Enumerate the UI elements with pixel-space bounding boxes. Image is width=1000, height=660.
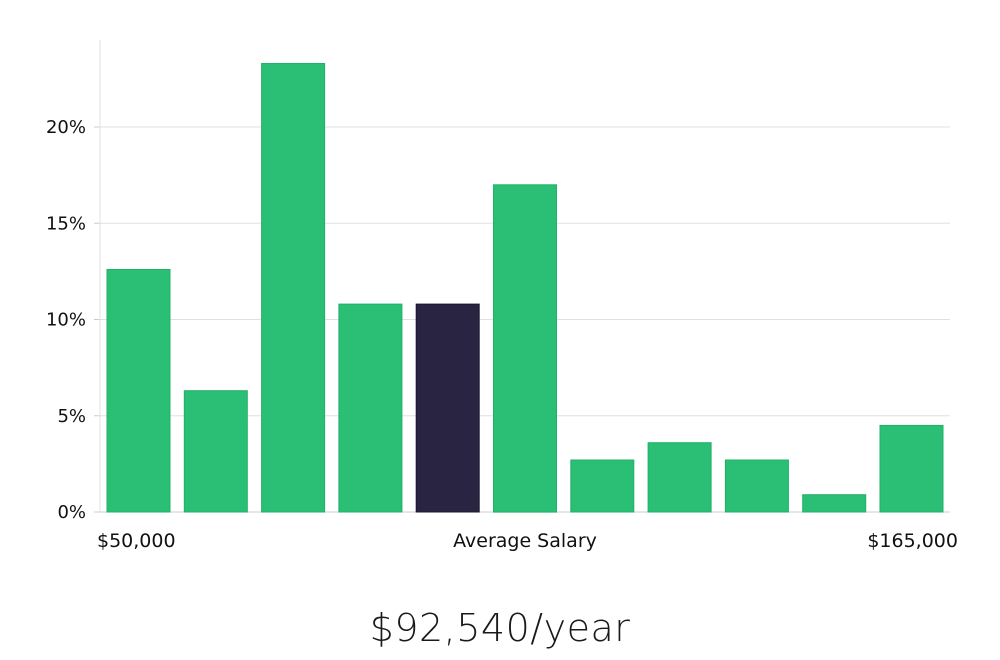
bar	[802, 494, 867, 513]
bar-average-salary	[415, 303, 480, 513]
bar	[183, 390, 248, 513]
y-tick-label: 20%	[46, 117, 86, 138]
bar	[647, 442, 712, 513]
y-tick-label: 5%	[57, 406, 86, 427]
x-axis-label: Average Salary	[453, 530, 597, 552]
x-max-label: $165,000	[867, 530, 958, 552]
average-salary-value: $92,540/year	[369, 606, 631, 650]
bar	[570, 459, 635, 513]
bar	[493, 184, 557, 513]
bars	[106, 63, 944, 513]
y-tick-label: 15%	[46, 213, 86, 234]
salary-distribution-chart: 0% 5% 10% 15% 20% $50,000 Average Salary $16…	[46, 40, 958, 552]
bar	[261, 63, 326, 513]
y-tick-label: 0%	[57, 502, 86, 523]
bar	[879, 424, 944, 513]
bar	[106, 269, 171, 513]
y-tick-label: 10%	[46, 310, 86, 331]
bar	[724, 459, 789, 513]
y-axis-ticks: 0% 5% 10% 15% 20%	[46, 117, 100, 523]
bar	[338, 303, 403, 513]
x-min-label: $50,000	[97, 530, 176, 552]
